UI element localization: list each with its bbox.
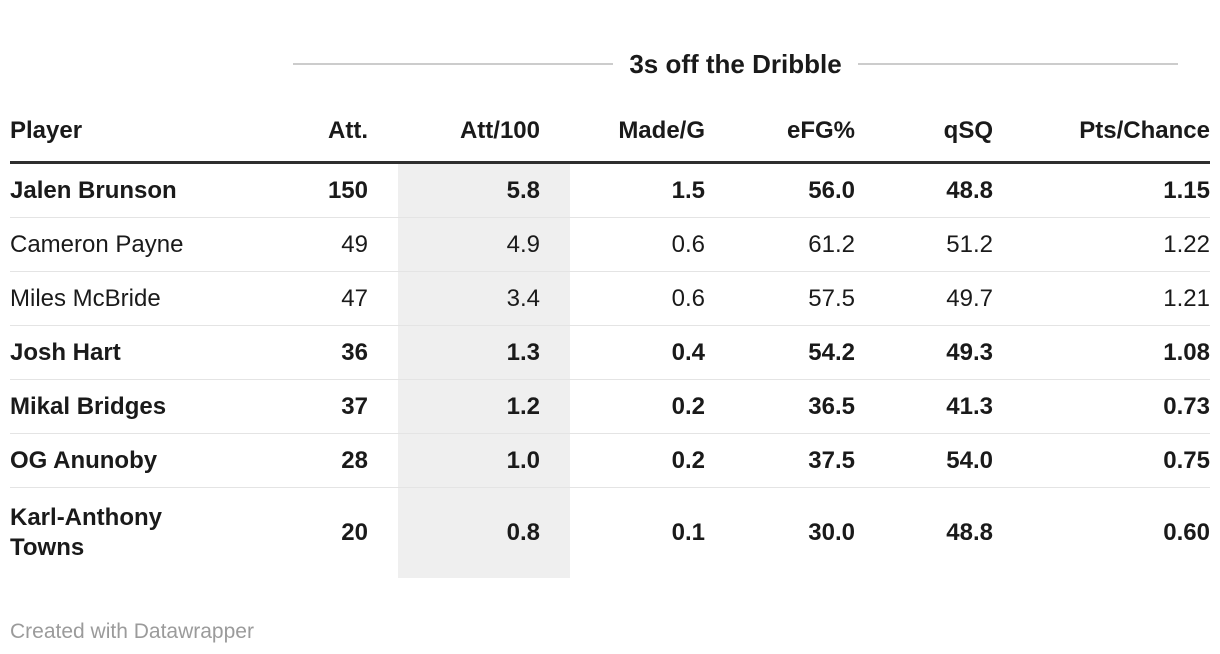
table-row: Cameron Payne 49 4.9 0.6 61.2 51.2 1.22 <box>10 217 1210 272</box>
player-cell: Karl-Anthony Towns <box>10 504 162 561</box>
table-row: Miles McBride 47 3.4 0.6 57.5 49.7 1.21 <box>10 271 1210 326</box>
qsq-cell: 48.8 <box>946 176 993 204</box>
att100-cell: 3.4 <box>398 271 570 326</box>
table-row: OG Anunoby 28 1.0 0.2 37.5 54.0 0.75 <box>10 433 1210 488</box>
qsq-cell: 51.2 <box>946 230 993 258</box>
datawrapper-attribution-link[interactable]: Created with Datawrapper <box>10 620 254 643</box>
attribution-footer: Created with Datawrapper <box>10 620 1210 644</box>
efg-cell: 30.0 <box>808 519 855 546</box>
pts-chance-cell: 1.21 <box>1163 284 1210 312</box>
efg-cell: 36.5 <box>808 392 855 420</box>
efg-cell: 57.5 <box>808 284 855 312</box>
table-row: Josh Hart 36 1.3 0.4 54.2 49.3 1.08 <box>10 325 1210 380</box>
stats-table: Player Att. Att/100 Made/G eFG% qSQ Pts/… <box>10 101 1210 578</box>
att-cell: 20 <box>341 519 368 546</box>
made-g-cell: 1.5 <box>671 176 705 204</box>
pts-chance-cell: 0.73 <box>1163 392 1210 420</box>
att-cell: 37 <box>341 392 368 420</box>
qsq-cell: 48.8 <box>946 519 993 546</box>
col-header-made-g: Made/G <box>570 101 735 164</box>
made-g-cell: 0.1 <box>671 519 705 546</box>
group-title: 3s off the Dribble <box>629 48 842 79</box>
col-header-att100: Att/100 <box>398 101 570 164</box>
datawrapper-table: 3s off the Dribble Player Att. Att/100 M… <box>0 44 1220 644</box>
player-cell: Mikal Bridges <box>10 392 167 420</box>
pts-chance-cell: 0.60 <box>1163 519 1210 546</box>
efg-cell: 54.2 <box>808 338 855 366</box>
efg-cell: 56.0 <box>808 176 855 204</box>
pts-chance-cell: 1.08 <box>1163 338 1210 366</box>
group-header-rule-right <box>857 63 1179 65</box>
player-cell: Cameron Payne <box>10 230 184 258</box>
made-g-cell: 0.6 <box>671 284 705 312</box>
att-cell: 36 <box>341 338 368 366</box>
att100-cell: 0.8 <box>398 487 570 578</box>
made-g-cell: 0.2 <box>671 392 705 420</box>
qsq-cell: 49.3 <box>946 338 993 366</box>
att100-cell: 1.3 <box>398 325 570 380</box>
qsq-cell: 54.0 <box>946 446 993 474</box>
table-row: Jalen Brunson 150 5.8 1.5 56.0 48.8 1.15 <box>10 162 1210 218</box>
pts-chance-cell: 0.75 <box>1163 446 1210 474</box>
efg-cell: 61.2 <box>808 230 855 258</box>
player-cell: Miles McBride <box>10 284 161 312</box>
made-g-cell: 0.6 <box>671 230 705 258</box>
att-cell: 47 <box>341 284 368 312</box>
pts-chance-cell: 1.22 <box>1163 230 1210 258</box>
att100-cell: 5.8 <box>398 162 570 218</box>
att100-cell: 4.9 <box>398 217 570 272</box>
column-group-header: 3s off the Dribble <box>293 44 1179 84</box>
made-g-cell: 0.2 <box>671 446 705 474</box>
table-row: Karl-Anthony Towns 20 0.8 0.1 30.0 48.8 … <box>10 487 1210 578</box>
qsq-cell: 49.7 <box>946 284 993 312</box>
player-cell: Jalen Brunson <box>10 176 177 204</box>
made-g-cell: 0.4 <box>671 338 705 366</box>
col-header-efg: eFG% <box>735 101 885 164</box>
player-cell: OG Anunoby <box>10 446 158 474</box>
att100-cell: 1.0 <box>398 433 570 488</box>
att100-cell: 1.2 <box>398 379 570 434</box>
col-header-att: Att. <box>250 101 398 164</box>
qsq-cell: 41.3 <box>946 392 993 420</box>
col-header-pts-chance: Pts/Chance <box>1023 101 1210 164</box>
group-header-rule-left <box>293 63 614 65</box>
att-cell: 28 <box>341 446 368 474</box>
col-header-qsq: qSQ <box>885 101 1023 164</box>
col-header-player: Player <box>10 101 250 164</box>
header-row: Player Att. Att/100 Made/G eFG% qSQ Pts/… <box>10 101 1210 164</box>
pts-chance-cell: 1.15 <box>1163 176 1210 204</box>
att-cell: 150 <box>327 176 368 204</box>
table-row: Mikal Bridges 37 1.2 0.2 36.5 41.3 0.73 <box>10 379 1210 434</box>
efg-cell: 37.5 <box>808 446 855 474</box>
player-cell: Josh Hart <box>10 338 121 366</box>
att-cell: 49 <box>341 230 368 258</box>
